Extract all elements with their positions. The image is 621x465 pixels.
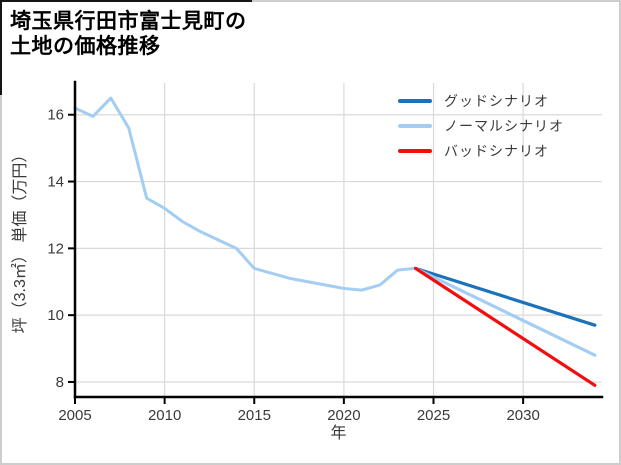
y-tick-label: 14 [47,174,64,191]
chart-title-line2: 土地の価格推移 [10,35,161,58]
legend-label-good-scenario: グッドシナリオ [444,92,549,109]
series-line-good-scenario [413,266,597,327]
page-border-left-light [0,95,2,465]
y-tick-label: 10 [47,307,64,324]
page-border-bottom [0,463,621,465]
y-tick-label: 16 [47,107,64,124]
normal-scenario-line-icon [398,123,432,128]
page-border-top-dark [0,0,252,2]
x-tick-label: 2025 [417,407,450,424]
y-axis-ticks: 8 10 12 14 16 [47,107,74,391]
legend-item-good-scenario: グッドシナリオ [398,88,564,113]
legend-label-bad-scenario: バッドシナリオ [444,142,549,159]
chart-legend: グッドシナリオ ノーマルシナリオ バッドシナリオ [398,88,564,163]
good-scenario-line-icon [398,98,432,103]
series-line-history [73,96,418,292]
x-axis-label: 年 [330,424,346,442]
page-border-top-light [252,0,621,2]
x-tick-label: 2030 [506,407,539,424]
chart-title: 埼玉県行田市富士見町の 土地の価格推移 [10,9,247,59]
legend-item-bad-scenario: バッドシナリオ [398,138,564,163]
y-tick-label: 8 [56,374,64,391]
page-border-left-dark [0,0,2,95]
series-line-bad-scenario [413,266,597,387]
x-tick-label: 2010 [148,407,181,424]
x-tick-label: 2015 [238,407,271,424]
legend-item-normal-scenario: ノーマルシナリオ [398,113,564,138]
x-axis-ticks: 2005 2010 2015 2020 2025 2030 [58,398,540,424]
x-tick-label: 2005 [58,407,91,424]
chart-title-line1: 埼玉県行田市富士見町の [10,10,247,33]
legend-label-normal-scenario: ノーマルシナリオ [444,117,564,134]
x-tick-label: 2020 [327,407,360,424]
series-lines [73,96,597,387]
y-axis-label: 坪（3.3㎡） 単価（万円） [11,147,29,334]
axes [73,80,604,399]
bad-scenario-line-icon [398,148,432,153]
y-tick-label: 12 [47,240,64,257]
series-line-normal-scenario [413,266,597,357]
page-border-right [619,0,621,465]
